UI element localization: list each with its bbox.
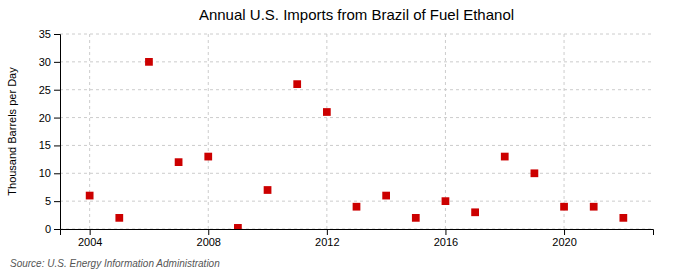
x-tick-label: 2016 [434, 236, 458, 248]
y-tick-mark [54, 201, 60, 202]
y-tick-mark [54, 118, 60, 119]
y-tick: 20 [39, 112, 60, 124]
x-tick-mark [564, 229, 565, 235]
y-tick-mark [54, 145, 60, 146]
y-tick: 30 [39, 56, 60, 68]
title: Annual U.S. Imports from Brazil of Fuel … [199, 6, 514, 23]
x-tick: 2016 [434, 229, 458, 248]
x-tick-label: 2008 [197, 236, 221, 248]
point [353, 203, 361, 211]
y-tick: 10 [39, 167, 60, 179]
point [204, 153, 212, 161]
point [323, 108, 331, 116]
point [560, 203, 568, 211]
x-tick: 2020 [552, 229, 576, 248]
y-tick: 15 [39, 139, 60, 151]
point [382, 192, 390, 200]
y-tick-mark [54, 90, 60, 91]
x-tick-label: 2012 [315, 236, 339, 248]
point [115, 214, 123, 222]
x-tick-mark [208, 229, 209, 235]
point [531, 169, 539, 177]
y-tick-label: 35 [39, 28, 51, 40]
grid-line [60, 145, 653, 146]
plot-area [86, 58, 627, 229]
annotation: Source: U.S. Energy Information Administ… [10, 258, 220, 269]
y-tick-mark [54, 229, 60, 230]
x-axis: 2004 2008 2012 2016 2020 [61, 229, 654, 248]
x-tick-mark [445, 229, 446, 235]
y-tick: 5 [45, 195, 60, 207]
y-tick-label: 30 [39, 56, 51, 68]
y-axis-line [54, 35, 61, 230]
grid-line [208, 34, 209, 229]
y-tick-mark [54, 34, 60, 35]
chart: 2004 2008 2012 2016 2020 0 5 10 15 20 25 30 35 Annual… [0, 0, 675, 275]
y-tick-label: 0 [45, 223, 51, 235]
point [590, 203, 598, 211]
y-tick-label: 10 [39, 167, 51, 179]
y-axis-title: Thousand Barrels per Day [6, 67, 18, 196]
grid-line [60, 117, 653, 118]
x-tick-label: 2004 [78, 236, 102, 248]
y-tick: 35 [39, 28, 60, 40]
grid [60, 34, 653, 229]
point [501, 153, 509, 161]
y-tick-label: 20 [39, 112, 51, 124]
x-tick: 2008 [197, 229, 221, 248]
y-tick-mark [54, 62, 60, 63]
point [293, 80, 301, 88]
grid-line [89, 34, 90, 229]
point [412, 214, 420, 222]
x-tick-mark [327, 229, 328, 235]
y-tick-mark [54, 173, 60, 174]
point [471, 208, 479, 216]
x-axis-line [61, 230, 654, 236]
x-tick: 2004 [78, 229, 102, 248]
grid-line [564, 34, 565, 229]
x-tick-label: 2020 [552, 236, 576, 248]
grid-line [60, 201, 653, 202]
point [234, 224, 242, 229]
y-tick-label: 15 [39, 139, 51, 151]
point [86, 192, 94, 200]
point [619, 214, 627, 222]
y-tick: 25 [39, 84, 60, 96]
y-tick-label: 25 [39, 84, 51, 96]
x-tick-mark [90, 229, 91, 235]
point [175, 158, 183, 166]
point [145, 58, 153, 66]
point [264, 186, 272, 194]
y-axis: 0 5 10 15 20 25 30 35 [39, 28, 61, 235]
x-tick: 2012 [315, 229, 339, 248]
y-tick: 0 [45, 223, 60, 235]
y-tick-label: 5 [45, 195, 51, 207]
point [442, 197, 450, 205]
grid-line [326, 34, 327, 229]
